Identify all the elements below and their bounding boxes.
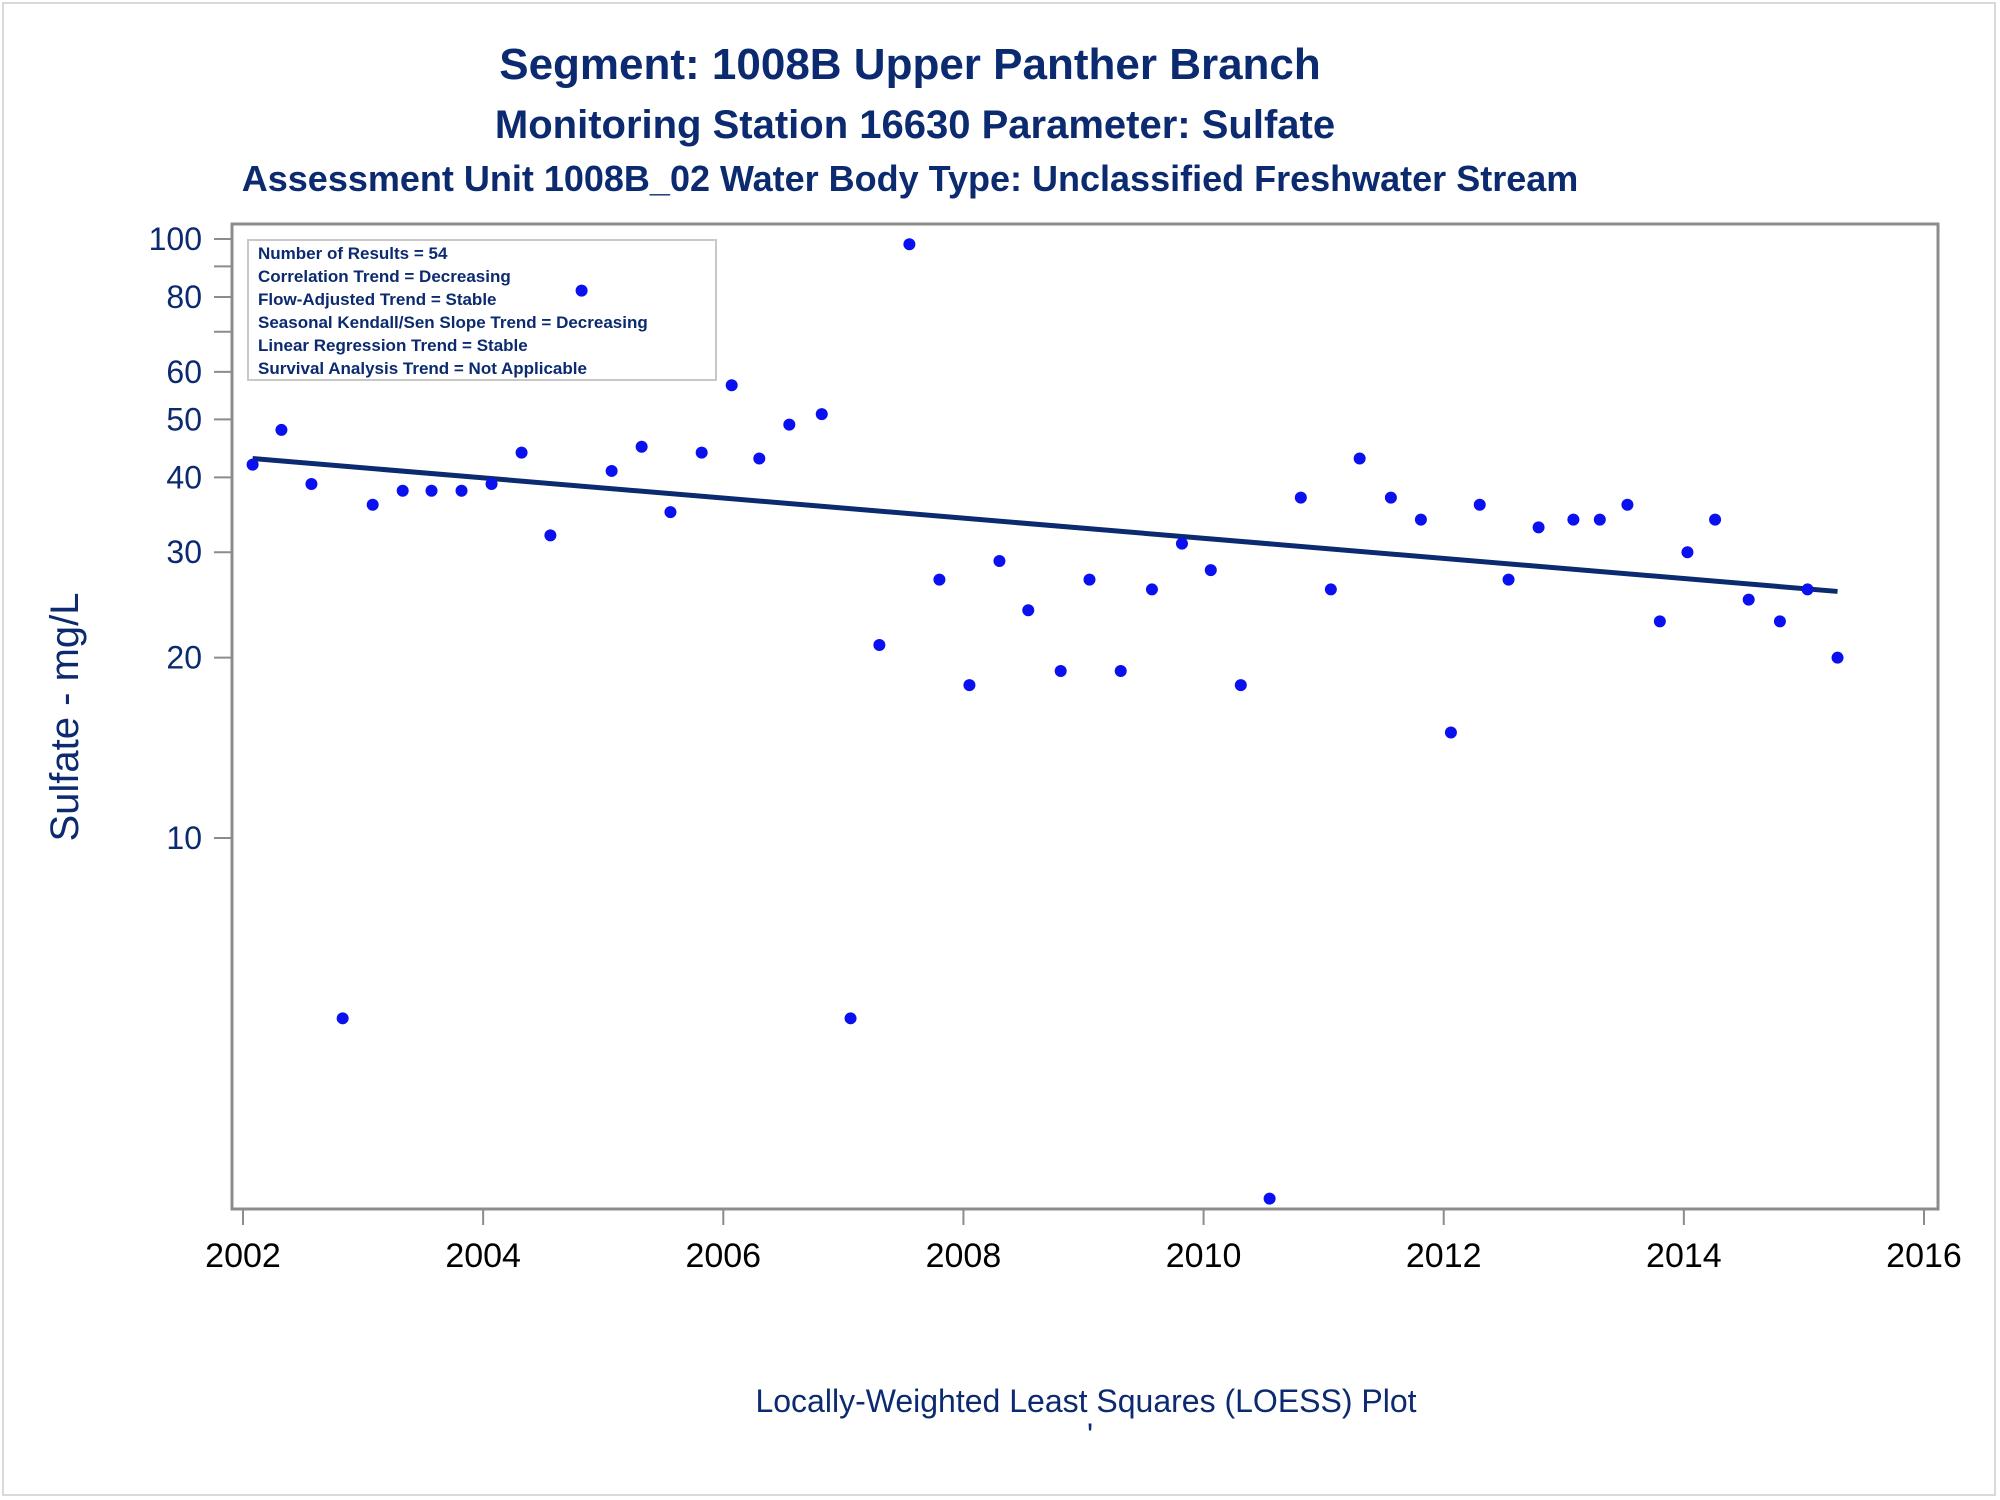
data-point bbox=[1653, 615, 1666, 628]
data-point bbox=[336, 1012, 349, 1025]
y-tick-label-30: 30 bbox=[166, 534, 202, 570]
data-point bbox=[664, 506, 677, 519]
stat-number-of-results: Number of Results = 54 bbox=[258, 244, 448, 263]
y-tick-label-10: 10 bbox=[166, 820, 202, 856]
x-tick-label-2016: 2016 bbox=[1886, 1237, 1962, 1275]
y-axis: 100 80 60 50 40 30 20 10 bbox=[149, 221, 232, 856]
stats-box-border bbox=[247, 239, 717, 381]
x-tick-label-2004: 2004 bbox=[445, 1237, 521, 1275]
data-point bbox=[1621, 498, 1634, 511]
y-axis-label: Sulfate - mg/L bbox=[43, 592, 87, 841]
data-point bbox=[783, 418, 796, 431]
x-tick-label-2010: 2010 bbox=[1166, 1237, 1242, 1275]
data-point bbox=[1353, 452, 1366, 465]
data-point bbox=[1593, 513, 1606, 526]
data-point bbox=[515, 446, 528, 459]
data-point bbox=[1532, 521, 1545, 534]
data-point bbox=[1709, 513, 1722, 526]
data-point bbox=[1175, 537, 1188, 550]
data-point bbox=[1444, 726, 1457, 739]
data-point bbox=[844, 1012, 857, 1025]
chart-subtitle-station: Monitoring Station 16630 Parameter: Sulf… bbox=[495, 103, 1335, 147]
data-point bbox=[1234, 679, 1247, 692]
y-tick-label-50: 50 bbox=[166, 401, 202, 437]
data-points bbox=[246, 238, 1844, 1205]
stat-seasonal-kendall-trend: Seasonal Kendall/Sen Slope Trend = Decre… bbox=[258, 313, 648, 332]
loess-trend-line bbox=[252, 456, 1838, 594]
data-point bbox=[455, 484, 468, 497]
data-point bbox=[1567, 513, 1580, 526]
footnote-mark: ' bbox=[1087, 1417, 1093, 1453]
stat-linear-regression-trend: Linear Regression Trend = Stable bbox=[258, 336, 528, 355]
data-point bbox=[903, 238, 916, 251]
data-point bbox=[1384, 491, 1397, 504]
stat-flow-adjusted-trend: Flow-Adjusted Trend = Stable bbox=[258, 290, 497, 309]
data-point bbox=[1083, 573, 1096, 586]
data-point bbox=[635, 440, 648, 453]
data-point bbox=[1801, 583, 1814, 596]
x-tick-label-2006: 2006 bbox=[685, 1237, 761, 1275]
data-point bbox=[993, 555, 1006, 568]
data-point bbox=[873, 638, 886, 651]
y-tick-label-100: 100 bbox=[149, 221, 202, 257]
data-point bbox=[1054, 665, 1067, 678]
data-point bbox=[575, 284, 588, 297]
footnote-loess: Locally-Weighted Least Squares (LOESS) P… bbox=[755, 1383, 1416, 1419]
data-point bbox=[1114, 665, 1127, 678]
data-point bbox=[544, 529, 557, 542]
data-point bbox=[1414, 513, 1427, 526]
data-point bbox=[933, 573, 946, 586]
data-point bbox=[275, 423, 288, 436]
x-axis: 2002 2004 2006 2008 2010 2012 2014 2016 bbox=[205, 1209, 1962, 1275]
loess-trend-line-group bbox=[252, 456, 1838, 594]
data-point bbox=[1204, 564, 1217, 577]
plot-area bbox=[230, 222, 1940, 1211]
data-point bbox=[695, 446, 708, 459]
data-point bbox=[366, 498, 379, 511]
trend-statistics-box: Number of Results = 54 Correlation Trend… bbox=[247, 239, 717, 381]
data-point bbox=[246, 458, 259, 471]
data-point bbox=[1742, 593, 1755, 606]
y-tick-label-40: 40 bbox=[166, 459, 202, 495]
data-point bbox=[1263, 1192, 1276, 1205]
data-point bbox=[1022, 604, 1035, 617]
data-point bbox=[605, 464, 618, 477]
data-point bbox=[1773, 615, 1786, 628]
data-point bbox=[1473, 498, 1486, 511]
data-point bbox=[305, 477, 318, 490]
x-tick-label-2012: 2012 bbox=[1406, 1237, 1482, 1275]
x-tick-label-2008: 2008 bbox=[926, 1237, 1002, 1275]
data-point bbox=[1502, 573, 1515, 586]
data-point bbox=[485, 477, 498, 490]
chart-title: Segment: 1008B Upper Panther Branch bbox=[499, 40, 1321, 89]
data-point bbox=[1324, 583, 1337, 596]
x-tick-label-2014: 2014 bbox=[1646, 1237, 1722, 1275]
data-point bbox=[1831, 651, 1844, 664]
y-tick-label-80: 80 bbox=[166, 279, 202, 315]
data-point bbox=[815, 408, 828, 421]
data-point bbox=[1145, 583, 1158, 596]
data-point bbox=[753, 452, 766, 465]
stat-survival-analysis-trend: Survival Analysis Trend = Not Applicable bbox=[258, 359, 587, 378]
chart-subtitle-assessment: Assessment Unit 1008B_02 Water Body Type… bbox=[242, 158, 1579, 199]
data-point bbox=[1681, 546, 1694, 559]
data-point bbox=[1294, 491, 1307, 504]
data-point bbox=[963, 679, 976, 692]
data-point bbox=[725, 379, 738, 392]
data-point bbox=[425, 484, 438, 497]
stat-correlation-trend: Correlation Trend = Decreasing bbox=[258, 267, 511, 286]
y-tick-label-60: 60 bbox=[166, 354, 202, 390]
x-tick-label-2002: 2002 bbox=[205, 1237, 281, 1275]
y-tick-label-20: 20 bbox=[166, 640, 202, 676]
data-point bbox=[396, 484, 409, 497]
